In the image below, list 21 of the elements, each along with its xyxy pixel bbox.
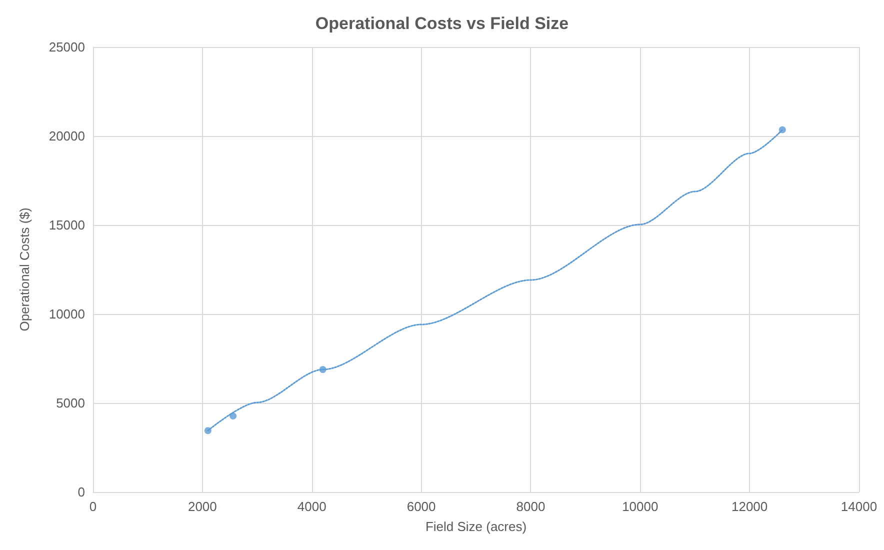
chart-title: Operational Costs vs Field Size (315, 14, 569, 33)
x-axis-title: Field Size (acres) (425, 519, 527, 534)
x-tick-label: 12000 (731, 499, 768, 514)
y-tick-label: 10000 (48, 306, 85, 322)
x-tick-label: 10000 (622, 499, 658, 514)
x-tick-label: 0 (89, 499, 97, 514)
y-tick-label: 20000 (48, 128, 85, 144)
y-tick-label: 5000 (56, 396, 85, 410)
x-tick-label: 4000 (297, 499, 326, 514)
y-tick-label: 25000 (48, 40, 85, 54)
x-tick-label: 8000 (516, 499, 546, 514)
x-tick-label: 14000 (840, 499, 878, 514)
point (778, 126, 786, 134)
y-axis-title: Operational Costs ($) (17, 208, 32, 332)
y-tick-label: 15000 (48, 218, 85, 232)
y-tick-label: 0 (78, 484, 85, 500)
x-tick-label: 6000 (406, 499, 436, 514)
point (204, 427, 212, 434)
point (319, 366, 326, 374)
point (230, 412, 237, 420)
x-tick-label: 2000 (188, 499, 217, 514)
